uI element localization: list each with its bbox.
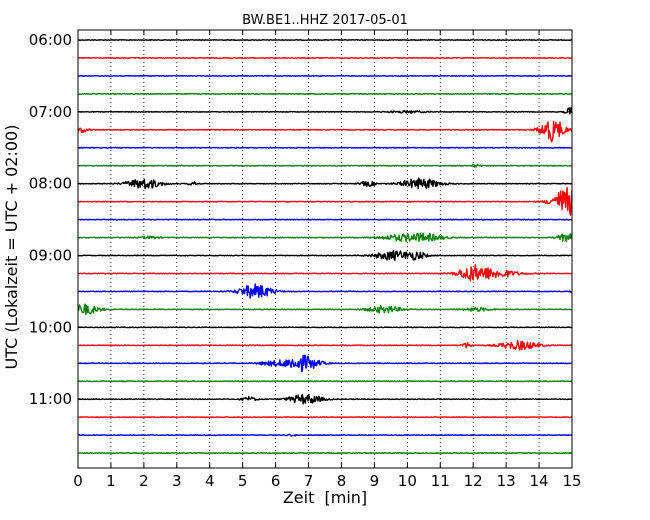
x-tick-label: 5 [238,472,248,490]
x-tick-label: 9 [370,472,380,490]
y-tick-label: 07:00 [29,103,72,121]
x-tick-label: 0 [73,472,83,490]
trace-row-08:45 [77,232,573,243]
trace-row-07:15 [77,120,573,143]
trace-row-09:00 [77,249,573,262]
trace-row-06:30 [77,74,573,77]
trace-row-06:15 [77,56,573,59]
trace-row-10:15 [77,339,573,351]
x-tick-label: 2 [139,472,149,490]
trace-row-10:00 [77,326,573,329]
grid [110,30,540,468]
trace-layer [77,38,573,455]
y-axis: 06:00 07:00 08:00 09:00 10:00 11:00 [29,31,572,408]
trace-row-07:30 [77,146,573,149]
chart-title: BW.BE1..HHZ 2017-05-01 [242,13,408,28]
y-tick-label: 11:00 [29,390,72,408]
x-tick-label: 10 [398,472,417,490]
y-axis-label: UTC (Lokalzeit = UTC + 02:00) [2,125,21,370]
trace-row-09:30 [77,283,573,299]
x-tick-label: 7 [304,472,314,490]
y-tick-label: 06:00 [29,31,72,49]
trace-row-11:45 [77,452,573,455]
x-tick-label: 11 [431,472,450,490]
y-tick-label: 09:00 [29,247,72,265]
trace-row-08:15 [77,186,573,216]
x-tick-label: 13 [497,472,516,490]
plot-frame [77,29,573,469]
x-tick-label: 15 [562,472,581,490]
y-tick-label: 10:00 [29,318,72,336]
trace-row-08:00 [77,177,573,190]
trace-row-10:45 [77,380,573,383]
trace-row-11:00 [77,393,573,405]
x-axis-label: Zeit [min] [283,488,367,507]
trace-row-07:45 [77,163,573,168]
trace-row-07:00 [77,106,573,115]
trace-row-06:45 [77,92,573,95]
trace-row-09:15 [77,264,573,282]
x-tick-label: 6 [271,472,281,490]
x-tick-label: 12 [464,472,483,490]
trace-row-08:30 [77,218,573,221]
trace-row-09:45 [78,303,573,316]
x-tick-label: 1 [106,472,116,490]
x-tick-label: 14 [530,472,549,490]
trace-row-11:15 [77,416,573,419]
x-axis: 0 1 2 3 4 5 6 7 8 9 10 11 12 13 14 15 [73,30,582,490]
x-tick-label: 3 [172,472,182,490]
trace-row-06:00 [77,38,572,42]
trace-row-10:30 [77,354,573,373]
x-tick-label: 4 [205,472,215,490]
y-tick-label: 08:00 [29,175,72,193]
trace-row-11:30 [77,433,573,437]
x-tick-label: 8 [337,472,347,490]
